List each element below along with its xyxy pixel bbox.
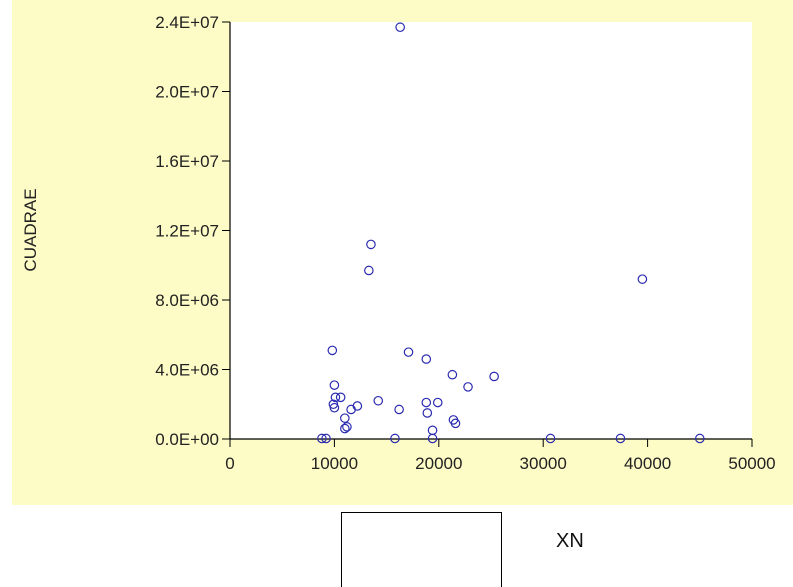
scatter-point xyxy=(373,395,384,406)
scatter-point xyxy=(395,22,405,33)
scatter-point xyxy=(450,418,461,429)
scatter-point xyxy=(432,397,443,408)
scatter-point xyxy=(317,433,327,444)
chart-panel: 0.0E+00 4.0E+06 8.0E+06 1.2E+07 1.6E+07 2.0E+… xyxy=(12,0,793,505)
legend-box xyxy=(341,512,502,587)
scatter-point xyxy=(335,392,346,403)
y-tick-label: 4.0E+06 xyxy=(155,361,219,380)
scatter-chart: 0.0E+00 4.0E+06 8.0E+06 1.2E+07 1.6E+07 2.0E+… xyxy=(21,13,776,473)
y-axis-label: CUADRAE xyxy=(21,188,40,271)
scatter-point xyxy=(422,408,433,418)
scatter-point xyxy=(545,433,556,444)
scatter-point xyxy=(390,433,400,444)
scatter-point xyxy=(342,422,352,432)
scatter-point xyxy=(463,382,473,392)
y-tick-label: 1.2E+07 xyxy=(155,222,219,241)
y-tick-label: 2.4E+07 xyxy=(155,13,219,32)
scatter-point xyxy=(694,433,705,444)
legend-label: XN xyxy=(556,530,584,552)
scatter-point xyxy=(394,404,404,415)
scatter-point xyxy=(340,423,350,434)
scatter-point xyxy=(637,274,648,284)
x-tick-label: 40000 xyxy=(624,454,671,473)
scatter-point xyxy=(340,413,350,423)
scatter-point xyxy=(447,369,458,380)
scatter-point xyxy=(327,345,338,356)
y-tick-label: 8.0E+06 xyxy=(155,291,219,310)
y-axis: 0.0E+00 4.0E+06 8.0E+06 1.2E+07 1.6E+07 2.0E+… xyxy=(155,13,231,449)
scatter-point xyxy=(489,371,499,382)
scatter-point xyxy=(421,397,432,408)
y-tick-label: 2.0E+07 xyxy=(155,83,219,102)
scatter-point xyxy=(421,354,432,364)
scatter-point xyxy=(321,433,331,444)
scatter-point xyxy=(329,380,340,390)
x-tick-label: 0 xyxy=(225,454,234,473)
x-tick-label: 10000 xyxy=(311,454,358,473)
scatter-point xyxy=(366,239,376,250)
scatter-point xyxy=(364,265,374,276)
scatter-point xyxy=(615,433,626,444)
data-points xyxy=(317,22,705,444)
scatter-point xyxy=(403,347,414,357)
y-tick-label: 1.6E+07 xyxy=(155,152,219,171)
x-tick-label: 30000 xyxy=(520,454,567,473)
y-tick-label: 0.0E+00 xyxy=(155,430,219,449)
scatter-point xyxy=(329,402,340,413)
plot-area xyxy=(230,22,752,439)
scatter-point xyxy=(346,404,356,415)
x-axis: 0 10000 20000 30000 40000 50000 xyxy=(225,438,776,473)
scatter-point xyxy=(427,433,438,444)
x-tick-label: 20000 xyxy=(415,454,462,473)
scatter-point xyxy=(330,392,341,403)
x-tick-label: 50000 xyxy=(728,454,775,473)
